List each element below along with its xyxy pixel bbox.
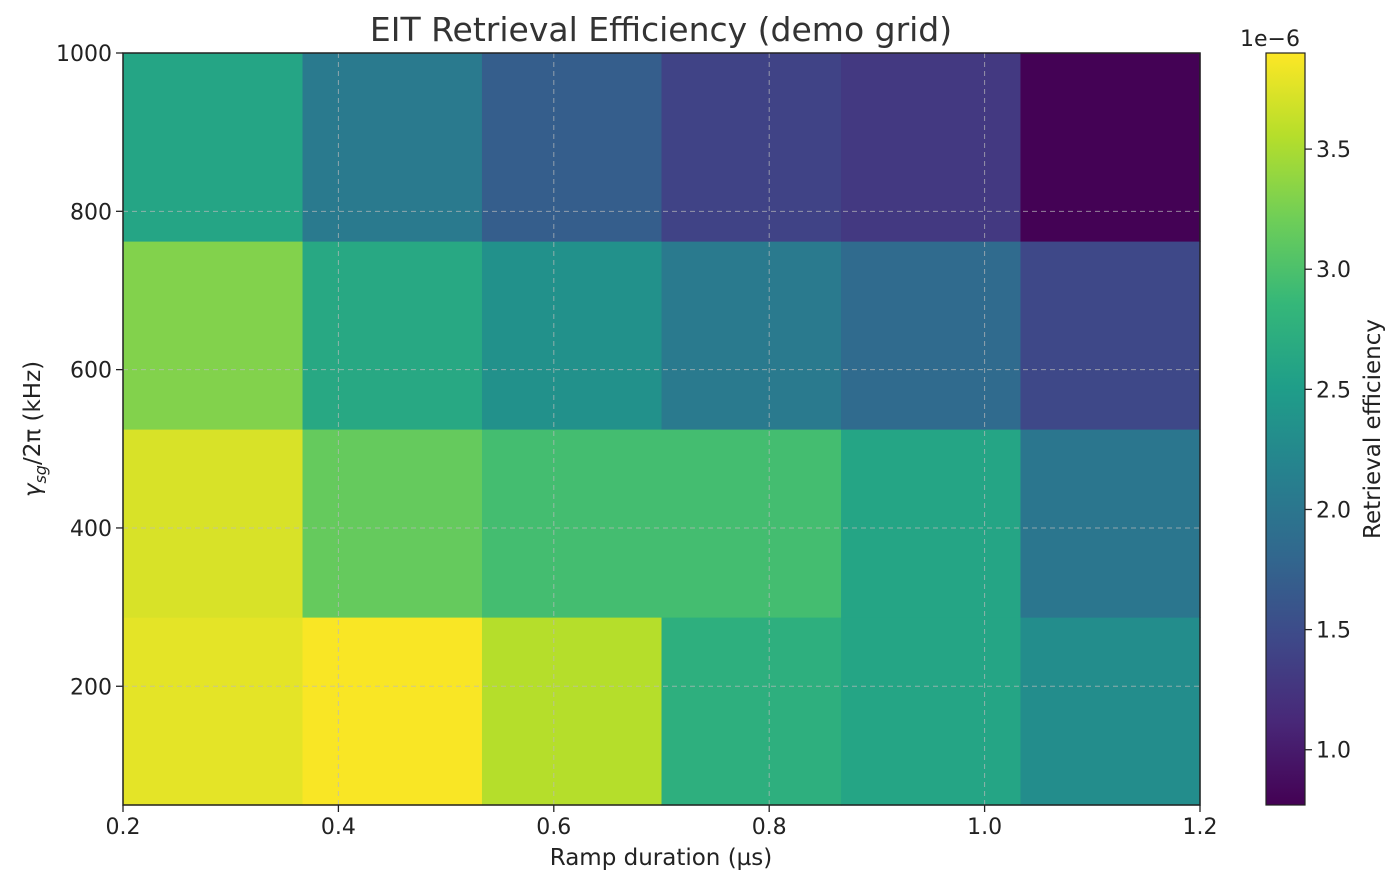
x-tick-label: 0.4	[321, 815, 356, 840]
heatmap-cell-r3-c2	[481, 53, 663, 242]
colorbar-tick-label: 1.0	[1316, 739, 1351, 764]
y-label-symbol: γ	[20, 482, 46, 497]
y-axis: 200 400 600 800 1000	[56, 42, 123, 700]
x-tick-label: 0.2	[106, 815, 141, 840]
heatmap-cell-r1-c3	[661, 429, 842, 618]
heatmap-cell-r0-c5	[1020, 617, 1201, 806]
colorbar-tick-label: 2.0	[1316, 498, 1351, 523]
y-label-subscript: sg	[31, 465, 50, 484]
heatmap-cells	[123, 53, 1201, 806]
chart-title: EIT Retrieval Efficiency (demo grid)	[370, 10, 952, 49]
heatmap-cell-r3-c5	[1020, 53, 1201, 242]
heatmap-cell-r0-c2	[481, 617, 663, 806]
heatmap-cell-r3-c0	[123, 53, 304, 242]
colorbar-tick-label: 1.5	[1316, 619, 1351, 644]
y-label-suffix: /2π (kHz)	[20, 361, 46, 465]
heatmap-cell-r0-c3	[661, 617, 842, 806]
heatmap-cell-r1-c4	[841, 429, 1022, 618]
x-axis-label: Ramp duration (µs)	[550, 845, 773, 871]
heatmap-cell-r2-c4	[841, 241, 1022, 430]
colorbar-ticks: 1.0 1.5 2.0 2.5 3.0 3.5	[1305, 138, 1351, 764]
y-tick-label: 800	[70, 200, 112, 225]
heatmap-cell-r2-c2	[481, 241, 663, 430]
y-tick-label: 1000	[56, 42, 112, 67]
heatmap-cell-r2-c5	[1020, 241, 1201, 430]
heatmap-cell-r1-c0	[123, 429, 304, 618]
y-tick-label: 400	[70, 517, 112, 542]
heatmap-cell-r3-c4	[841, 53, 1022, 242]
x-tick-label: 0.8	[752, 815, 787, 840]
y-tick-label: 200	[70, 675, 112, 700]
heatmap-cell-r2-c1	[302, 241, 483, 430]
colorbar-tick-label: 2.5	[1316, 378, 1351, 403]
colorbar-tick-label: 3.5	[1316, 138, 1351, 163]
colorbar-label: Retrieval efficiency	[1360, 319, 1386, 539]
x-tick-label: 1.0	[967, 815, 1002, 840]
heatmap-cell-r0-c0	[123, 617, 304, 806]
heatmap-cell-r1-c2	[481, 429, 663, 618]
heatmap-cell-r2-c0	[123, 241, 304, 430]
y-axis-label: γsg/2π (kHz)	[20, 361, 50, 497]
heatmap-cell-r2-c3	[661, 241, 842, 430]
heatmap-cell-r3-c3	[661, 53, 842, 242]
colorbar-scale-label: 1e−6	[1240, 27, 1300, 52]
x-axis: 0.2 0.4 0.6 0.8 1.0 1.2	[106, 805, 1218, 840]
plot-frame	[122, 52, 1201, 806]
colorbar-tick-label: 3.0	[1316, 258, 1351, 283]
colorbar	[1265, 52, 1306, 806]
x-tick-label: 1.2	[1183, 815, 1218, 840]
heatmap-cell-r1-c1	[302, 429, 483, 618]
x-tick-label: 0.6	[536, 815, 571, 840]
y-tick-label: 600	[70, 359, 112, 384]
heatmap-cell-r3-c1	[302, 53, 483, 242]
heatmap-cell-r1-c5	[1020, 429, 1201, 618]
heatmap-cell-r0-c1	[302, 617, 483, 806]
heatmap-cell-r0-c4	[841, 617, 1022, 806]
